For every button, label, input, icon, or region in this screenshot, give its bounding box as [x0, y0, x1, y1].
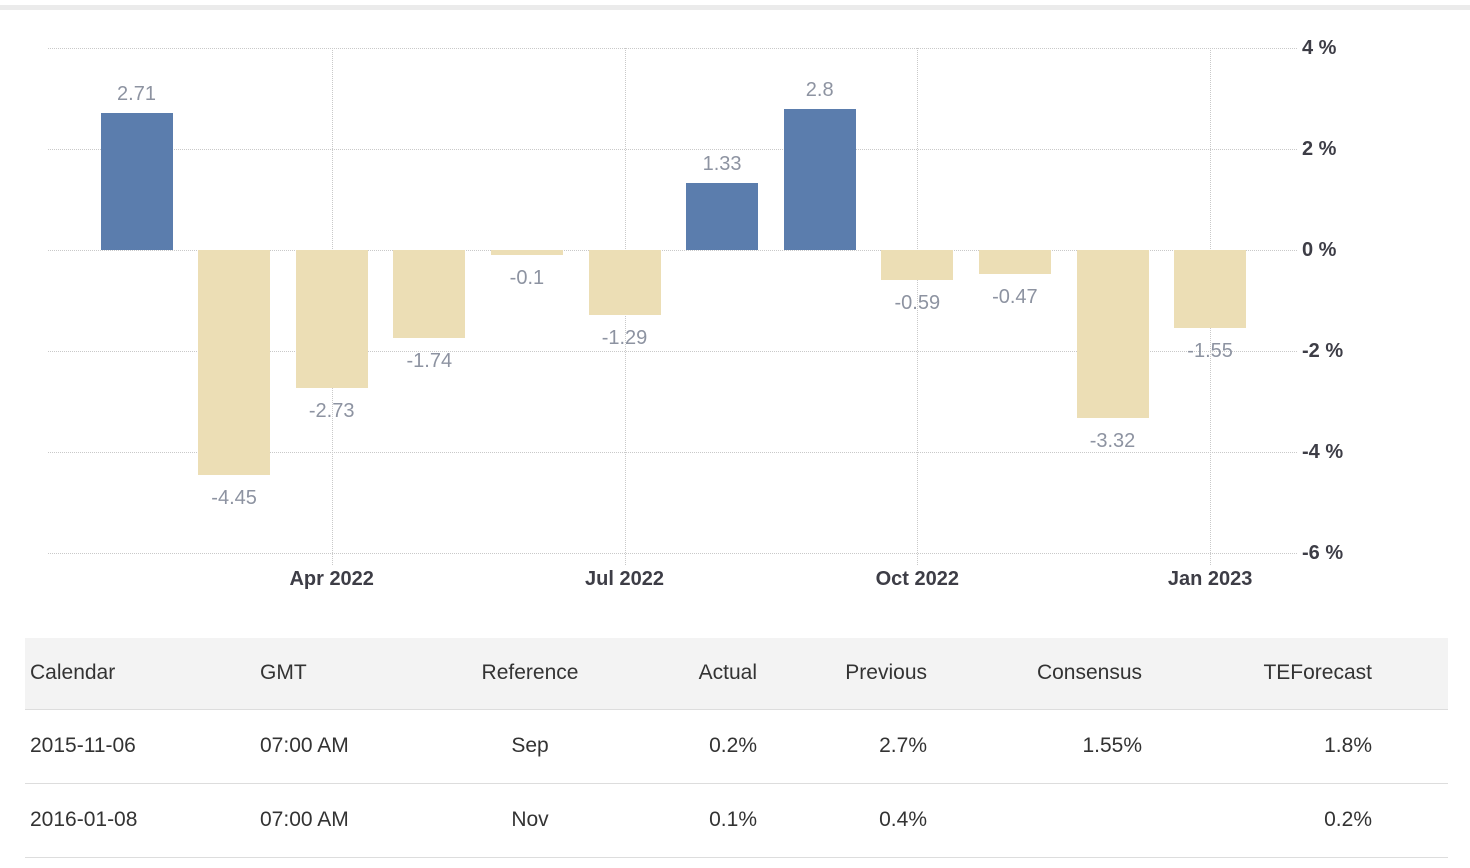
column-header-consensus: Consensus — [1036, 661, 1142, 685]
bar-value-label: -1.29 — [601, 327, 648, 350]
cell-previous: 2.7% — [879, 734, 927, 757]
bar[interactable] — [198, 250, 271, 475]
bar-value-label: -0.1 — [509, 267, 545, 290]
table-header-row: Calendar GMT Reference Actual Previous Consen… — [25, 638, 1448, 709]
bar-chart: 4 % 2 % 0 % -2 % -4 % -6 % Apr 2022 Jul 2022 Oct… — [48, 37, 1344, 590]
bar[interactable] — [881, 250, 954, 280]
cell-gmt: 07:00 AM — [260, 734, 349, 757]
cell-previous: 0.4% — [879, 808, 927, 831]
y-gridline — [48, 553, 1297, 554]
cell-consensus — [935, 783, 1150, 857]
top-divider — [0, 5, 1470, 10]
y-axis-tick-label: 0 % — [1302, 239, 1337, 261]
bar[interactable] — [783, 108, 856, 250]
bar-value-label: -2.73 — [308, 399, 355, 422]
y-gridline — [48, 149, 1297, 150]
cell-gmt: 07:00 AM — [260, 808, 349, 831]
bar[interactable] — [978, 250, 1051, 274]
y-axis-tick-label: -6 % — [1302, 542, 1344, 564]
bar-value-label: -1.74 — [406, 349, 453, 372]
cell-calendar: 2016-01-08 — [30, 808, 138, 831]
cell-actual: 0.2% — [709, 734, 757, 757]
column-header-reference: Reference — [481, 661, 579, 685]
y-gridline — [48, 250, 1297, 251]
bar[interactable] — [295, 250, 368, 388]
bar-value-label: -0.59 — [894, 291, 941, 314]
y-gridline — [48, 452, 1297, 453]
x-gridline — [917, 48, 919, 565]
table-body: 2015-11-06 07:00 AM Sep 0.2% 2.7% 1.55% 1.8% 20… — [25, 709, 1448, 857]
column-header-teforecast: TEForecast — [1263, 661, 1372, 685]
cell-reference: Nov — [511, 808, 549, 831]
bar[interactable] — [1174, 250, 1247, 329]
bar-value-label: 1.33 — [702, 152, 742, 175]
column-header-gmt: GMT — [260, 661, 307, 685]
table-row[interactable]: 2016-01-08 07:00 AM Nov 0.1% 0.4% 0.2% — [25, 783, 1448, 857]
bar-value-label: -4.45 — [211, 486, 257, 509]
y-axis-tick-label: 2 % — [1302, 138, 1337, 160]
bar[interactable] — [588, 250, 661, 316]
bar-value-label: -0.47 — [992, 285, 1038, 308]
bar-value-label: 2.8 — [805, 78, 834, 101]
bar[interactable] — [1076, 250, 1149, 418]
y-axis-tick-label: -2 % — [1302, 340, 1344, 362]
column-header-actual: Actual — [698, 661, 757, 685]
y-gridline — [48, 48, 1297, 49]
table-header: Calendar GMT Reference Actual Previous Consen… — [25, 638, 1448, 709]
bar[interactable] — [393, 250, 466, 338]
cell-reference: Sep — [511, 734, 549, 757]
bar[interactable] — [100, 113, 173, 250]
table-row[interactable]: 2015-11-06 07:00 AM Sep 0.2% 2.7% 1.55% 1.8% — [25, 709, 1448, 783]
x-axis-tick-label: Jul 2022 — [585, 568, 664, 590]
column-header-previous: Previous — [845, 661, 927, 685]
bar[interactable] — [686, 182, 759, 250]
column-header-calendar: Calendar — [30, 661, 116, 685]
y-axis-tick-label: 4 % — [1302, 37, 1337, 59]
x-axis-tick-label: Apr 2022 — [289, 568, 374, 590]
bar-value-label: 2.71 — [117, 83, 156, 106]
bar-value-label: -3.32 — [1089, 429, 1136, 452]
cell-consensus: 1.55% — [1082, 734, 1142, 757]
cell-actual: 0.1% — [709, 808, 757, 831]
bar-value-label: -1.55 — [1187, 340, 1233, 363]
y-axis-tick-label: -4 % — [1302, 441, 1344, 463]
y-gridline — [48, 351, 1297, 352]
x-axis-tick-label: Oct 2022 — [875, 568, 959, 590]
bar[interactable] — [490, 250, 563, 256]
calendar-table: Calendar GMT Reference Actual Previous Consen… — [25, 638, 1448, 858]
cell-calendar: 2015-11-06 — [30, 734, 136, 757]
x-axis-tick-label: Jan 2023 — [1167, 568, 1253, 590]
calendar-table-section: Calendar GMT Reference Actual Previous Consen… — [25, 638, 1448, 858]
cell-teforecast: 1.8% — [1324, 734, 1372, 757]
cell-teforecast: 0.2% — [1324, 808, 1372, 831]
